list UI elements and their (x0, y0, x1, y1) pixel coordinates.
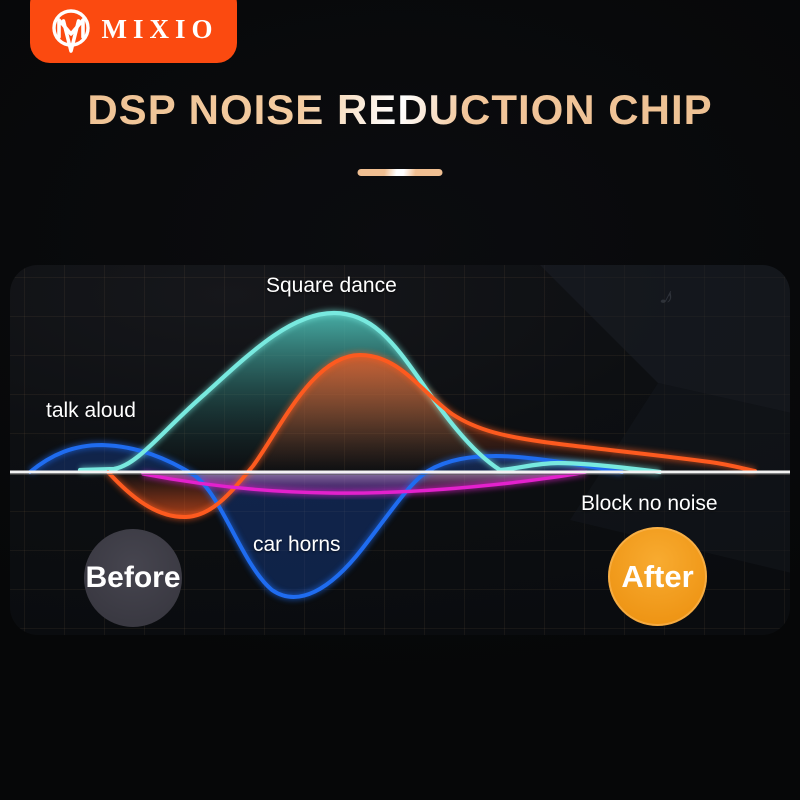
label-talk-aloud: talk aloud (46, 399, 136, 422)
brand-name: MIXIO (101, 14, 219, 44)
title-divider (357, 169, 443, 176)
talk-car-fill (30, 445, 622, 597)
label-car-horns: car horns (253, 533, 341, 556)
after-badge: After (608, 527, 707, 626)
before-badge-label: Before (85, 561, 181, 594)
residual-curve (141, 470, 588, 495)
page-title: DSP NOISE REDUCTION CHIP (0, 86, 800, 134)
square-dance-curve (77, 310, 663, 475)
mixio-logo-icon (51, 8, 90, 53)
noise-chart-panel: ♪ Square dance talk aloud car horns (10, 265, 790, 635)
after-badge-label: After (621, 558, 694, 594)
label-block-no-noise: Block no noise (581, 492, 718, 515)
brand-badge: MIXIO (30, 0, 237, 63)
faint-product-image: ♪ (540, 265, 790, 573)
talk-car-curve (28, 442, 624, 599)
loud-music-curve (106, 352, 757, 520)
label-square-dance: Square dance (266, 274, 397, 297)
noise-curves-svg: ♪ (10, 265, 790, 601)
before-badge: Before (84, 529, 182, 627)
loud-music-fill (108, 355, 755, 518)
